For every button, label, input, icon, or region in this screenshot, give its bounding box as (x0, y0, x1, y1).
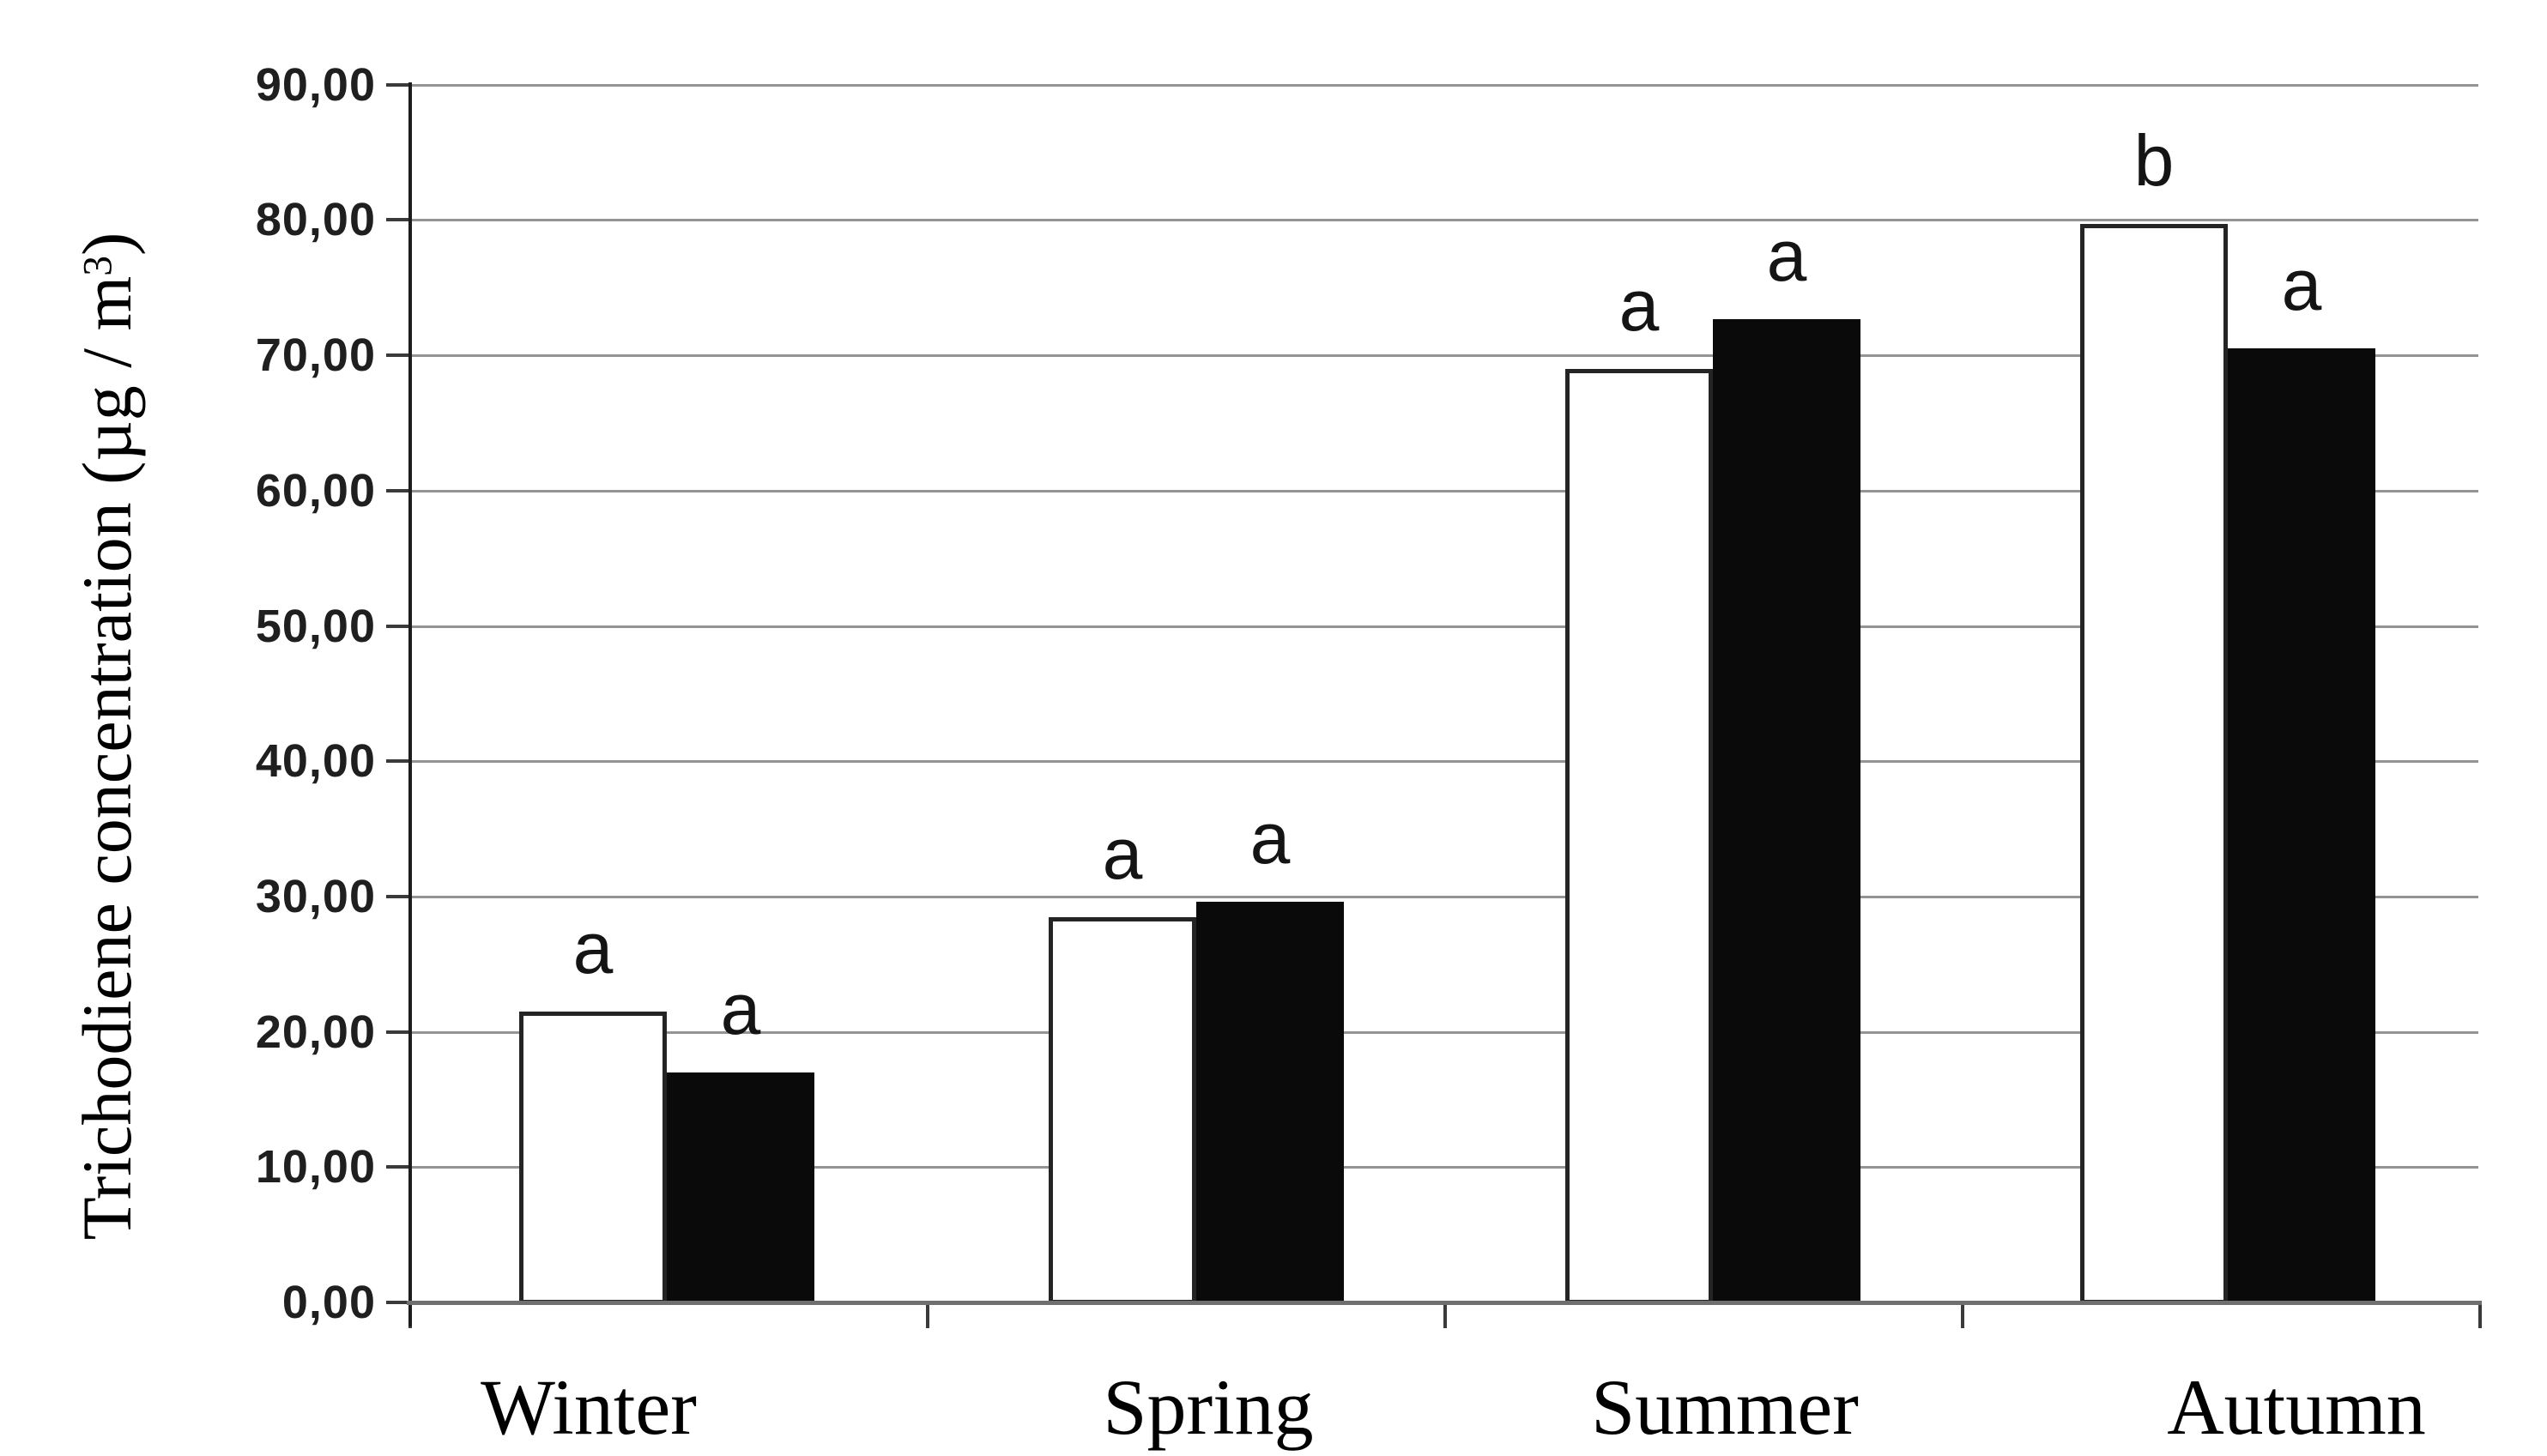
bar-autumn-filled-bars (2228, 348, 2375, 1304)
bar-winter-filled-bars (667, 1072, 814, 1304)
significance-label-summer-filled-bars: a (1766, 215, 1807, 296)
bar-spring-filled-bars (1196, 902, 1344, 1304)
bar-summer-open-bars (1565, 369, 1713, 1304)
x-axis-tick-3 (1961, 1305, 1964, 1328)
y-axis-title-superscript: 3 (76, 255, 121, 276)
x-axis-tick-2 (1443, 1305, 1447, 1328)
y-axis-tick-20 (386, 1030, 410, 1034)
y-axis-tick-90 (386, 82, 410, 87)
y-tick-label-10: 10,00 (255, 1141, 376, 1193)
gridline-50 (412, 625, 2478, 628)
y-tick-label-30: 30,00 (255, 870, 376, 922)
y-axis-title-text: Trichodiene concentration (µg / m (68, 275, 146, 1241)
gridline-20 (412, 1030, 2478, 1034)
x-axis-line (407, 1301, 2482, 1305)
significance-label-summer-open-bars: a (1618, 265, 1660, 346)
gridline-80 (412, 219, 2478, 222)
gridline-60 (412, 489, 2478, 492)
x-category-label-winter: Winter (481, 1363, 697, 1451)
y-axis-tick-40 (386, 759, 410, 764)
y-axis-tick-10 (386, 1165, 410, 1169)
bar-spring-open-bars (1049, 917, 1196, 1304)
bar-summer-filled-bars (1713, 319, 1860, 1304)
y-tick-label-40: 40,00 (255, 735, 376, 788)
y-axis-title: Trichodiene concentration (µg / m3) (67, 233, 148, 1241)
bar-winter-open-bars (519, 1012, 667, 1304)
y-tick-label-0: 0,00 (281, 1277, 376, 1328)
y-axis-tick-50 (386, 624, 410, 628)
significance-label-autumn-open-bars: b (2133, 120, 2175, 201)
gridline-10 (412, 1166, 2478, 1169)
y-tick-label-80: 80,00 (255, 194, 376, 246)
gridline-40 (412, 760, 2478, 764)
y-tick-label-20: 20,00 (255, 1006, 376, 1058)
gridline-70 (412, 354, 2478, 358)
significance-label-autumn-filled-bars: a (2281, 245, 2322, 325)
y-axis-tick-60 (386, 488, 410, 492)
y-axis-tick-30 (386, 894, 410, 898)
x-axis-tick-4 (2478, 1305, 2482, 1328)
significance-label-spring-open-bars: a (1102, 813, 1143, 894)
y-axis-line (408, 82, 412, 1326)
y-tick-label-70: 70,00 (255, 329, 376, 382)
x-category-label-autumn: Autumn (2167, 1363, 2426, 1451)
significance-label-winter-filled-bars: a (720, 969, 761, 1049)
y-axis-tick-80 (386, 218, 410, 222)
y-axis-tick-0 (386, 1301, 410, 1304)
bar-autumn-open-bars (2080, 224, 2228, 1304)
y-tick-label-90: 90,00 (255, 58, 376, 111)
y-axis-title-close: ) (68, 232, 146, 256)
y-axis-tick-70 (386, 353, 410, 358)
significance-label-spring-filled-bars: a (1249, 798, 1291, 879)
x-category-label-spring: Spring (1103, 1363, 1314, 1451)
significance-label-winter-open-bars: a (572, 908, 614, 988)
gridline-30 (412, 895, 2478, 898)
y-tick-label-60: 60,00 (255, 464, 376, 517)
gridline-90 (412, 83, 2478, 87)
x-category-label-summer: Summer (1591, 1363, 1859, 1451)
x-axis-tick-1 (926, 1305, 929, 1328)
y-tick-label-50: 50,00 (255, 600, 376, 652)
